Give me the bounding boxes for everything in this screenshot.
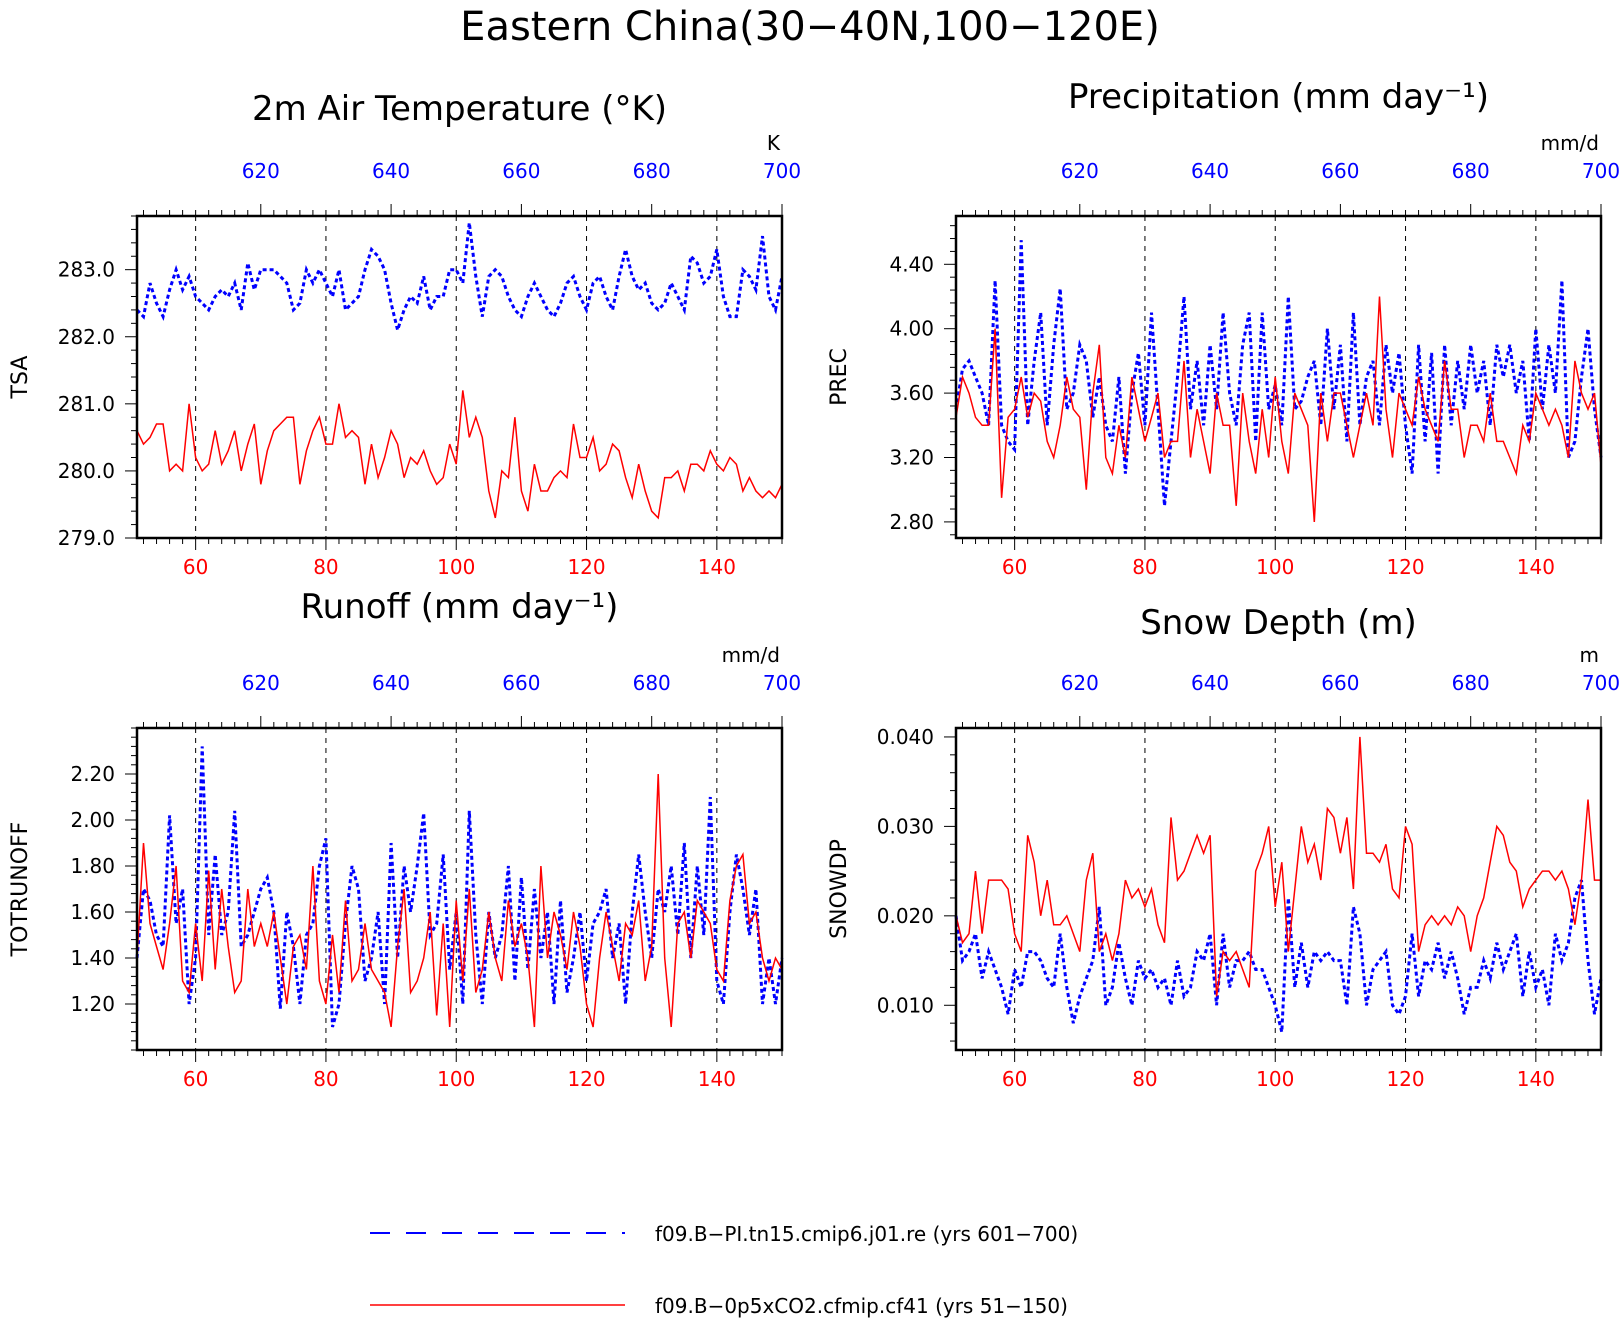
x-tick-label-bottom: 80 bbox=[1132, 1067, 1157, 1091]
plot-frame bbox=[135, 726, 784, 1052]
x-tick-label-top: 660 bbox=[502, 159, 540, 183]
x-tick-label-top: 640 bbox=[1191, 159, 1229, 183]
unit-label: K bbox=[767, 131, 781, 155]
y-tick-label: 1.20 bbox=[70, 992, 115, 1016]
chart-title: Snow Depth (m) bbox=[1140, 603, 1417, 643]
y-tick-label: 1.80 bbox=[70, 854, 115, 878]
x-tick-label-bottom: 100 bbox=[437, 1067, 475, 1091]
y-tick-label: 0.030 bbox=[877, 814, 934, 838]
legend-label-case2: f09.B−0p5xCO2.cfmip.cf41 (yrs 51−150) bbox=[655, 1294, 1068, 1318]
plot-frame bbox=[954, 214, 1603, 540]
x-tick-label-top: 660 bbox=[502, 671, 540, 695]
y-tick-label: 2.80 bbox=[889, 510, 934, 534]
plot-frame bbox=[954, 726, 1603, 1052]
y-axis-label: TSA bbox=[8, 356, 33, 400]
chart-panel-4: Snow Depth (m) 60 80 100 120 140 620 640 660 680 7… bbox=[827, 603, 1620, 1091]
series-line-case2 bbox=[136, 390, 783, 520]
x-tick-label-top: 680 bbox=[1452, 671, 1490, 695]
series-line-case1 bbox=[135, 222, 784, 336]
x-tick-label-bottom: 140 bbox=[1517, 1067, 1555, 1091]
chart-title: Runoff (mm day⁻¹) bbox=[301, 587, 619, 627]
x-tick-label-bottom: 60 bbox=[1002, 555, 1027, 579]
figure-title: Eastern China(30−40N,100−120E) bbox=[460, 4, 1160, 50]
x-tick-label-bottom: 100 bbox=[437, 555, 475, 579]
x-tick-label-top: 660 bbox=[1321, 159, 1359, 183]
y-tick-label: 3.60 bbox=[889, 381, 934, 405]
legend-label-case1: f09.B−PI.tn15.cmip6.j01.re (yrs 601−700) bbox=[655, 1222, 1078, 1246]
chart-title: 2m Air Temperature (°K) bbox=[252, 89, 667, 129]
chart-panel-3: Runoff (mm day⁻¹) 60 80 100 120 140 620 640 660 6… bbox=[8, 587, 801, 1091]
chart-panel-2: Precipitation (mm day⁻¹) 60 80 100 120 140 620… bbox=[827, 77, 1620, 579]
x-tick-label-bottom: 80 bbox=[313, 555, 338, 579]
x-tick-label-bottom: 60 bbox=[183, 1067, 208, 1091]
y-tick-label: 2.20 bbox=[70, 762, 115, 786]
y-tick-label: 0.020 bbox=[877, 904, 934, 928]
x-tick-label-top: 700 bbox=[1582, 671, 1620, 695]
x-tick-label-top: 660 bbox=[1321, 671, 1359, 695]
chart-title: Precipitation (mm day⁻¹) bbox=[1068, 77, 1489, 117]
x-tick-label-top: 640 bbox=[372, 159, 410, 183]
x-tick-label-bottom: 140 bbox=[1517, 555, 1555, 579]
y-tick-label: 4.00 bbox=[889, 317, 934, 341]
unit-label: mm/d bbox=[1541, 131, 1599, 155]
x-tick-label-bottom: 120 bbox=[1386, 1067, 1424, 1091]
y-tick-label: 3.20 bbox=[889, 446, 934, 470]
x-tick-label-bottom: 100 bbox=[1256, 1067, 1294, 1091]
x-tick-label-bottom: 60 bbox=[183, 555, 208, 579]
y-tick-label: 283.0 bbox=[58, 258, 115, 282]
x-tick-label-top: 620 bbox=[242, 671, 280, 695]
series-line-case2 bbox=[136, 773, 783, 1028]
series-line-case2 bbox=[955, 296, 1602, 522]
x-tick-label-top: 700 bbox=[763, 159, 801, 183]
unit-label: m bbox=[1580, 643, 1599, 667]
x-tick-label-top: 680 bbox=[633, 671, 671, 695]
y-tick-label: 4.40 bbox=[889, 252, 934, 276]
y-tick-label: 282.0 bbox=[58, 325, 115, 349]
series-line-case1 bbox=[954, 240, 1603, 506]
x-tick-label-top: 620 bbox=[1061, 671, 1099, 695]
unit-label: mm/d bbox=[722, 643, 780, 667]
x-tick-label-bottom: 120 bbox=[567, 1067, 605, 1091]
plot-frame bbox=[135, 214, 784, 540]
y-tick-label: 279.0 bbox=[58, 526, 115, 550]
y-tick-label: 281.0 bbox=[58, 392, 115, 416]
y-tick-label: 2.00 bbox=[70, 808, 115, 832]
x-tick-label-top: 620 bbox=[242, 159, 280, 183]
y-tick-label: 280.0 bbox=[58, 459, 115, 483]
y-axis-label: TOTRUNOFF bbox=[8, 822, 33, 958]
chart-panel-1: 2m Air Temperature (°K) 60 80 100 120 140 620 6… bbox=[8, 89, 801, 579]
x-tick-label-top: 700 bbox=[1582, 159, 1620, 183]
x-tick-label-top: 620 bbox=[1061, 159, 1099, 183]
x-tick-label-top: 700 bbox=[763, 671, 801, 695]
x-tick-label-bottom: 120 bbox=[567, 555, 605, 579]
legend: f09.B−PI.tn15.cmip6.j01.re (yrs 601−700)… bbox=[370, 1222, 1078, 1318]
x-tick-label-top: 640 bbox=[1191, 671, 1229, 695]
x-tick-label-top: 640 bbox=[372, 671, 410, 695]
x-tick-label-bottom: 60 bbox=[1002, 1067, 1027, 1091]
y-tick-label: 0.040 bbox=[877, 725, 934, 749]
x-tick-label-top: 680 bbox=[633, 159, 671, 183]
x-tick-label-bottom: 120 bbox=[1386, 555, 1424, 579]
y-axis-label: SNOWDP bbox=[827, 839, 852, 939]
y-tick-label: 1.40 bbox=[70, 946, 115, 970]
x-tick-label-bottom: 80 bbox=[1132, 555, 1157, 579]
y-axis-label: PREC bbox=[827, 348, 852, 406]
y-tick-label: 0.010 bbox=[877, 993, 934, 1017]
x-tick-label-bottom: 140 bbox=[698, 555, 736, 579]
x-tick-label-bottom: 140 bbox=[698, 1067, 736, 1091]
x-tick-label-bottom: 100 bbox=[1256, 555, 1294, 579]
series-line-case1 bbox=[954, 879, 1603, 1033]
series-line-case2 bbox=[955, 736, 1601, 997]
x-tick-label-top: 680 bbox=[1452, 159, 1490, 183]
y-tick-label: 1.60 bbox=[70, 900, 115, 924]
x-tick-label-bottom: 80 bbox=[313, 1067, 338, 1091]
